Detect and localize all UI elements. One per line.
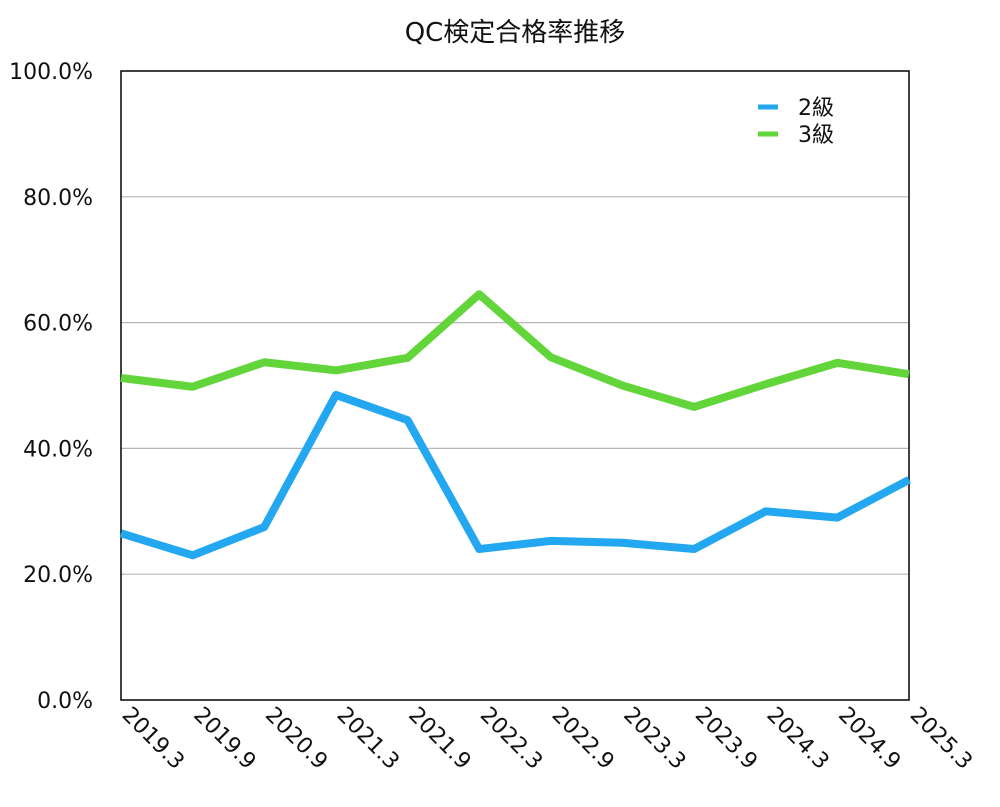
y-tick-label: 80.0%: [23, 186, 93, 211]
x-tick-label: 2023.3: [618, 703, 690, 775]
x-tick-label: 2024.3: [761, 703, 833, 775]
legend-label-1: 2級: [798, 96, 834, 121]
x-tick-label: 2021.3: [332, 703, 404, 775]
y-tick-label: 100.0%: [9, 60, 93, 85]
series-line-2: [120, 290, 910, 411]
legend-label-2: 3級: [798, 123, 834, 148]
x-tick-label: 2020.9: [260, 703, 332, 775]
x-tick-label: 2021.9: [403, 703, 475, 775]
y-tick-label: 60.0%: [23, 312, 93, 337]
chart-title: QC検定合格率推移: [405, 18, 626, 48]
y-tick-label: 20.0%: [23, 563, 93, 588]
x-tick-label: 2022.9: [547, 703, 619, 775]
y-tick-label: 40.0%: [23, 437, 93, 462]
x-tick-label: 2019.9: [188, 703, 260, 775]
x-tick-label: 2022.3: [475, 703, 547, 775]
plot-area-border: [120, 70, 910, 701]
x-tick-label: 2023.9: [690, 703, 762, 775]
series-layer: [119, 290, 911, 560]
x-tick-label: 2025.3: [905, 703, 977, 775]
series-line-1: [119, 390, 911, 560]
x-tick-label: 2024.9: [833, 703, 905, 775]
y-tick-label: 0.0%: [37, 689, 93, 714]
x-tick-label: 2019.3: [117, 703, 189, 775]
axis-layer: 0.0% 20.0% 40.0% 60.0% 80.0% 100.0% 2019.3 2019…: [9, 60, 977, 775]
grid-layer: [121, 196, 909, 575]
